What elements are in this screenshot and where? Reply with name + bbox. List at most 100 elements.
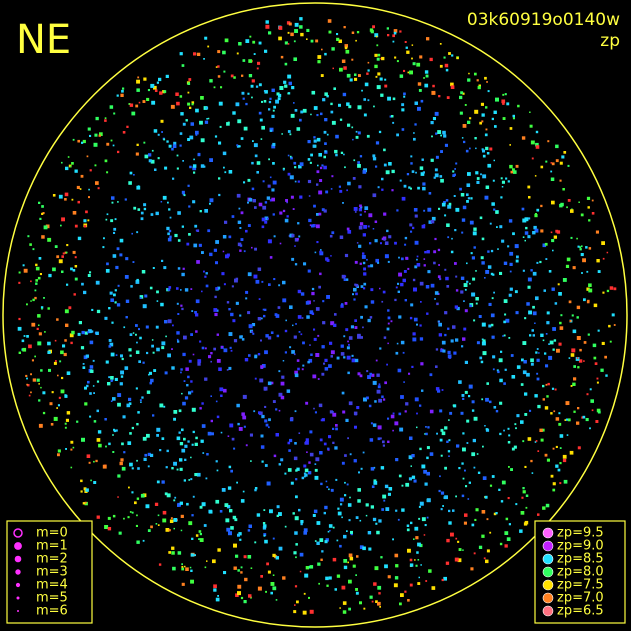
star (501, 480, 506, 485)
star (138, 360, 141, 363)
star (167, 232, 170, 236)
star (375, 75, 378, 78)
star (47, 341, 51, 346)
star (299, 162, 304, 167)
star (344, 253, 349, 258)
star (596, 381, 599, 384)
star (429, 57, 433, 62)
star (442, 505, 444, 507)
star (47, 307, 50, 310)
star (138, 101, 141, 104)
star (168, 286, 172, 289)
star (330, 488, 334, 492)
star (218, 177, 221, 180)
star (251, 246, 253, 249)
star (294, 604, 296, 606)
star (450, 250, 454, 254)
star (447, 354, 452, 359)
image-id: 03k60919o0140w (467, 10, 620, 30)
star (131, 491, 134, 494)
star (540, 438, 544, 442)
star (357, 372, 361, 376)
star (409, 223, 413, 227)
star (528, 310, 532, 315)
star (512, 168, 515, 172)
star (64, 426, 67, 429)
star (413, 208, 418, 212)
star (93, 481, 97, 484)
star (74, 277, 78, 281)
star (261, 280, 264, 283)
star (251, 161, 254, 165)
star (225, 254, 229, 259)
star (157, 157, 160, 160)
star (472, 438, 476, 443)
star (460, 290, 464, 294)
star (558, 412, 561, 415)
star (89, 271, 92, 274)
star (144, 154, 149, 159)
star (83, 487, 87, 491)
star (324, 367, 329, 371)
star (112, 144, 115, 147)
star (478, 545, 483, 549)
star (249, 433, 253, 437)
star (306, 451, 308, 453)
star (346, 73, 351, 78)
star (544, 352, 547, 355)
star (479, 356, 483, 360)
star (137, 76, 140, 79)
star (107, 516, 111, 520)
star (444, 495, 448, 500)
star (215, 261, 218, 265)
star (364, 305, 368, 309)
star (38, 383, 40, 385)
star (168, 229, 172, 233)
star (183, 335, 187, 340)
star (493, 208, 496, 211)
star (485, 128, 488, 131)
star (417, 82, 422, 86)
star (176, 154, 179, 157)
star (387, 417, 390, 420)
star (360, 315, 363, 319)
star (179, 52, 183, 56)
star (464, 513, 468, 517)
star (112, 514, 116, 518)
star (266, 562, 269, 566)
star (501, 180, 505, 184)
star (413, 132, 415, 134)
star (387, 316, 391, 320)
star (281, 375, 285, 379)
star (241, 338, 245, 341)
star (432, 117, 436, 121)
star (188, 78, 192, 81)
star (512, 117, 515, 120)
star (342, 202, 344, 204)
star (235, 277, 239, 281)
star (374, 400, 377, 403)
star (466, 200, 469, 203)
star (321, 550, 324, 553)
star (398, 474, 402, 478)
star (330, 350, 335, 355)
star (250, 460, 252, 462)
star (262, 522, 266, 525)
star (127, 441, 132, 445)
star (426, 498, 431, 503)
star (30, 391, 32, 394)
star (320, 558, 323, 561)
star (201, 346, 205, 350)
star (275, 99, 279, 104)
star (364, 210, 366, 213)
star (318, 153, 322, 157)
star (275, 433, 279, 437)
star (507, 245, 510, 248)
star (365, 503, 369, 507)
star (340, 344, 344, 348)
star (96, 515, 100, 519)
star (359, 204, 362, 208)
star (464, 288, 467, 291)
star (355, 574, 357, 576)
star (297, 315, 302, 319)
